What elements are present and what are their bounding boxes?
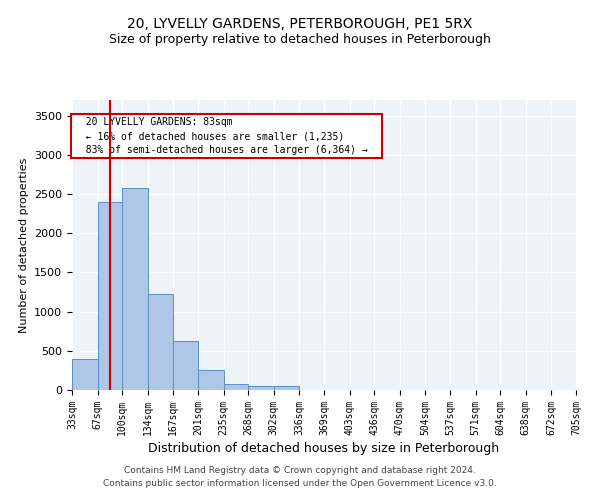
Text: 20, LYVELLY GARDENS, PETERBOROUGH, PE1 5RX: 20, LYVELLY GARDENS, PETERBOROUGH, PE1 5… — [127, 18, 473, 32]
Text: Size of property relative to detached houses in Peterborough: Size of property relative to detached ho… — [109, 32, 491, 46]
Bar — [198, 370, 223, 390]
Text: 20 LYVELLY GARDENS: 83sqm  
  ← 16% of detached houses are smaller (1,235)  
  8: 20 LYVELLY GARDENS: 83sqm ← 16% of detac… — [74, 117, 379, 155]
Bar — [97, 202, 122, 390]
Bar — [274, 386, 299, 390]
Text: Contains HM Land Registry data © Crown copyright and database right 2024.
Contai: Contains HM Land Registry data © Crown c… — [103, 466, 497, 487]
Bar — [122, 188, 148, 390]
Bar — [173, 342, 198, 390]
Bar — [148, 294, 173, 390]
Bar — [223, 384, 248, 390]
X-axis label: Distribution of detached houses by size in Peterborough: Distribution of detached houses by size … — [148, 442, 500, 455]
Bar — [72, 360, 97, 390]
Y-axis label: Number of detached properties: Number of detached properties — [19, 158, 29, 332]
Bar — [248, 386, 274, 390]
